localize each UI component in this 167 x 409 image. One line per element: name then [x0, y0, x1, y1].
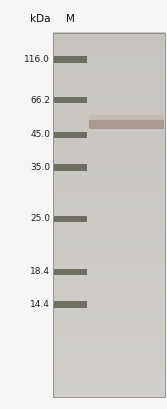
Text: 66.2: 66.2 — [30, 96, 50, 105]
Text: 18.4: 18.4 — [30, 267, 50, 276]
Text: M: M — [66, 14, 75, 24]
Bar — [89, 120, 164, 129]
Text: 14.4: 14.4 — [30, 300, 50, 309]
Text: kDa: kDa — [30, 14, 50, 24]
Text: 116.0: 116.0 — [24, 55, 50, 64]
Bar — [54, 301, 87, 308]
Bar — [54, 97, 87, 103]
Bar — [54, 269, 87, 275]
Bar — [54, 132, 87, 138]
Text: 35.0: 35.0 — [30, 163, 50, 172]
Bar — [89, 115, 164, 120]
Bar — [53, 33, 165, 397]
Bar — [54, 164, 87, 171]
Text: 45.0: 45.0 — [30, 130, 50, 139]
Bar — [54, 216, 87, 222]
Bar — [54, 56, 87, 63]
Text: 25.0: 25.0 — [30, 214, 50, 223]
